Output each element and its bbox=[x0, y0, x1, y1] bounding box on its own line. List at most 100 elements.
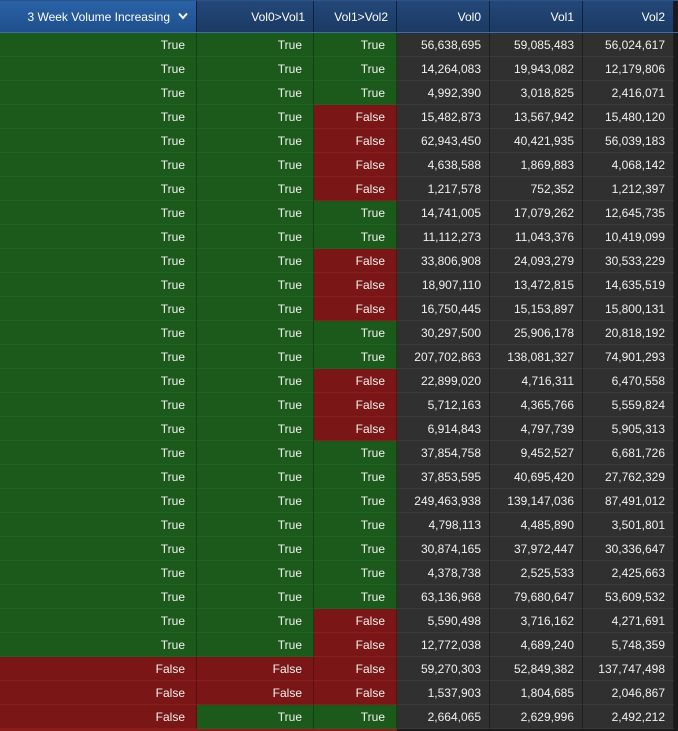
cell-3-week-volume-increasing[interactable]: True bbox=[0, 273, 197, 297]
table-row[interactable]: True True True 14,264,083 19,943,082 12,179,8… bbox=[0, 57, 678, 81]
cell-vol2[interactable]: 5,559,824 bbox=[583, 393, 674, 417]
cell-3-week-volume-increasing[interactable]: True bbox=[0, 633, 197, 657]
cell-vol0[interactable]: 30,297,500 bbox=[397, 321, 490, 345]
cell-vol2[interactable]: 30,533,229 bbox=[583, 249, 674, 273]
table-row[interactable]: True True False 15,482,873 13,567,942 15,480,… bbox=[0, 105, 678, 129]
cell-vol0-gt-vol1[interactable]: True bbox=[197, 417, 314, 441]
cell-vol2[interactable]: 5,905,313 bbox=[583, 417, 674, 441]
cell-vol2[interactable]: 53,609,532 bbox=[583, 585, 674, 609]
table-row[interactable]: True True False 1,217,578 752,352 1,212,397 bbox=[0, 177, 678, 201]
cell-vol0[interactable]: 1,217,578 bbox=[397, 177, 490, 201]
cell-vol0[interactable]: 59,270,303 bbox=[397, 657, 490, 681]
cell-vol0-gt-vol1[interactable]: True bbox=[197, 609, 314, 633]
cell-vol1[interactable]: 25,906,178 bbox=[490, 321, 583, 345]
cell-3-week-volume-increasing[interactable]: True bbox=[0, 57, 197, 81]
cell-vol1-gt-vol2[interactable]: False bbox=[314, 249, 397, 273]
cell-vol0[interactable]: 207,702,863 bbox=[397, 345, 490, 369]
cell-vol1[interactable]: 52,849,382 bbox=[490, 657, 583, 681]
cell-vol0[interactable]: 15,482,873 bbox=[397, 105, 490, 129]
cell-vol0[interactable]: 33,806,908 bbox=[397, 249, 490, 273]
cell-vol1-gt-vol2[interactable]: True bbox=[314, 81, 397, 105]
table-row[interactable]: True True False 18,907,110 13,472,815 14,635,… bbox=[0, 273, 678, 297]
cell-vol1[interactable]: 9,452,527 bbox=[490, 441, 583, 465]
table-row[interactable]: False False False 59,270,303 52,849,382 137,7… bbox=[0, 657, 678, 681]
cell-vol0[interactable]: 6,914,843 bbox=[397, 417, 490, 441]
cell-3-week-volume-increasing[interactable]: True bbox=[0, 177, 197, 201]
cell-3-week-volume-increasing[interactable]: True bbox=[0, 345, 197, 369]
cell-vol1[interactable]: 4,716,311 bbox=[490, 369, 583, 393]
cell-vol1[interactable]: 4,485,890 bbox=[490, 513, 583, 537]
cell-vol1[interactable]: 3,018,825 bbox=[490, 81, 583, 105]
cell-vol1[interactable]: 4,365,766 bbox=[490, 393, 583, 417]
cell-vol0-gt-vol1[interactable]: True bbox=[197, 249, 314, 273]
cell-3-week-volume-increasing[interactable]: False bbox=[0, 705, 197, 729]
cell-vol2[interactable]: 4,271,691 bbox=[583, 609, 674, 633]
cell-vol2[interactable]: 12,179,806 bbox=[583, 57, 674, 81]
cell-vol1-gt-vol2[interactable]: False bbox=[314, 273, 397, 297]
cell-vol0[interactable]: 62,943,450 bbox=[397, 129, 490, 153]
cell-vol1-gt-vol2[interactable]: True bbox=[314, 345, 397, 369]
cell-vol1[interactable]: 4,797,739 bbox=[490, 417, 583, 441]
cell-vol1[interactable]: 2,629,996 bbox=[490, 705, 583, 729]
cell-3-week-volume-increasing[interactable]: True bbox=[0, 105, 197, 129]
column-header-vol0-gt-vol1[interactable]: Vol0>Vol1 bbox=[197, 1, 314, 32]
cell-3-week-volume-increasing[interactable]: True bbox=[0, 561, 197, 585]
cell-vol1[interactable]: 752,352 bbox=[490, 177, 583, 201]
cell-vol0[interactable]: 14,741,005 bbox=[397, 201, 490, 225]
cell-vol0-gt-vol1[interactable]: False bbox=[197, 657, 314, 681]
cell-vol0-gt-vol1[interactable]: True bbox=[197, 81, 314, 105]
cell-vol1-gt-vol2[interactable]: True bbox=[314, 465, 397, 489]
cell-vol2[interactable]: 12,645,735 bbox=[583, 201, 674, 225]
cell-vol1-gt-vol2[interactable]: False bbox=[314, 153, 397, 177]
cell-vol2[interactable]: 137,747,498 bbox=[583, 657, 674, 681]
cell-vol1-gt-vol2[interactable]: False bbox=[314, 297, 397, 321]
cell-vol0-gt-vol1[interactable]: True bbox=[197, 441, 314, 465]
cell-vol1-gt-vol2[interactable]: True bbox=[314, 585, 397, 609]
cell-vol0[interactable]: 18,907,110 bbox=[397, 273, 490, 297]
cell-vol1[interactable]: 37,972,447 bbox=[490, 537, 583, 561]
cell-vol0-gt-vol1[interactable]: False bbox=[197, 681, 314, 705]
cell-vol1[interactable]: 19,943,082 bbox=[490, 57, 583, 81]
cell-vol1[interactable]: 79,680,647 bbox=[490, 585, 583, 609]
cell-3-week-volume-increasing[interactable]: True bbox=[0, 201, 197, 225]
cell-vol2[interactable]: 2,492,212 bbox=[583, 705, 674, 729]
cell-vol1-gt-vol2[interactable]: True bbox=[314, 321, 397, 345]
cell-vol1-gt-vol2[interactable]: False bbox=[314, 657, 397, 681]
column-header-vol2[interactable]: Vol2 bbox=[583, 1, 674, 32]
cell-3-week-volume-increasing[interactable]: True bbox=[0, 33, 197, 57]
cell-vol0-gt-vol1[interactable]: True bbox=[197, 105, 314, 129]
cell-vol1-gt-vol2[interactable]: True bbox=[314, 705, 397, 729]
cell-3-week-volume-increasing[interactable]: True bbox=[0, 249, 197, 273]
cell-vol0-gt-vol1[interactable]: True bbox=[197, 537, 314, 561]
cell-vol0[interactable]: 4,992,390 bbox=[397, 81, 490, 105]
cell-vol2[interactable]: 10,419,099 bbox=[583, 225, 674, 249]
table-row[interactable]: True True True 14,741,005 17,079,262 12,645,7… bbox=[0, 201, 678, 225]
cell-vol0-gt-vol1[interactable]: True bbox=[197, 321, 314, 345]
cell-vol0-gt-vol1[interactable]: True bbox=[197, 345, 314, 369]
cell-vol2[interactable]: 20,818,192 bbox=[583, 321, 674, 345]
cell-3-week-volume-increasing[interactable]: True bbox=[0, 153, 197, 177]
table-row[interactable]: True True False 5,712,163 4,365,766 5,559,824 bbox=[0, 393, 678, 417]
cell-vol0[interactable]: 4,798,113 bbox=[397, 513, 490, 537]
cell-vol2[interactable]: 15,800,131 bbox=[583, 297, 674, 321]
cell-vol0-gt-vol1[interactable]: True bbox=[197, 225, 314, 249]
table-row[interactable]: True True True 249,463,938 139,147,036 87,491… bbox=[0, 489, 678, 513]
cell-vol1[interactable]: 4,689,240 bbox=[490, 633, 583, 657]
cell-vol2[interactable]: 4,068,142 bbox=[583, 153, 674, 177]
cell-vol1[interactable]: 59,085,483 bbox=[490, 33, 583, 57]
cell-vol2[interactable]: 56,024,617 bbox=[583, 33, 674, 57]
cell-vol1[interactable]: 11,043,376 bbox=[490, 225, 583, 249]
cell-vol0[interactable]: 30,874,165 bbox=[397, 537, 490, 561]
cell-3-week-volume-increasing[interactable]: False bbox=[0, 681, 197, 705]
cell-vol1[interactable]: 2,525,533 bbox=[490, 561, 583, 585]
table-row[interactable]: True True False 62,943,450 40,421,935 56,039,… bbox=[0, 129, 678, 153]
table-row[interactable]: True True False 22,899,020 4,716,311 6,470,55… bbox=[0, 369, 678, 393]
cell-vol1-gt-vol2[interactable]: True bbox=[314, 537, 397, 561]
cell-3-week-volume-increasing[interactable]: True bbox=[0, 489, 197, 513]
cell-vol0[interactable]: 37,853,595 bbox=[397, 465, 490, 489]
cell-vol0[interactable]: 4,378,738 bbox=[397, 561, 490, 585]
cell-vol1-gt-vol2[interactable]: False bbox=[314, 105, 397, 129]
cell-vol1-gt-vol2[interactable]: True bbox=[314, 561, 397, 585]
table-row[interactable]: True True True 37,854,758 9,452,527 6,681,726 bbox=[0, 441, 678, 465]
cell-3-week-volume-increasing[interactable]: True bbox=[0, 321, 197, 345]
